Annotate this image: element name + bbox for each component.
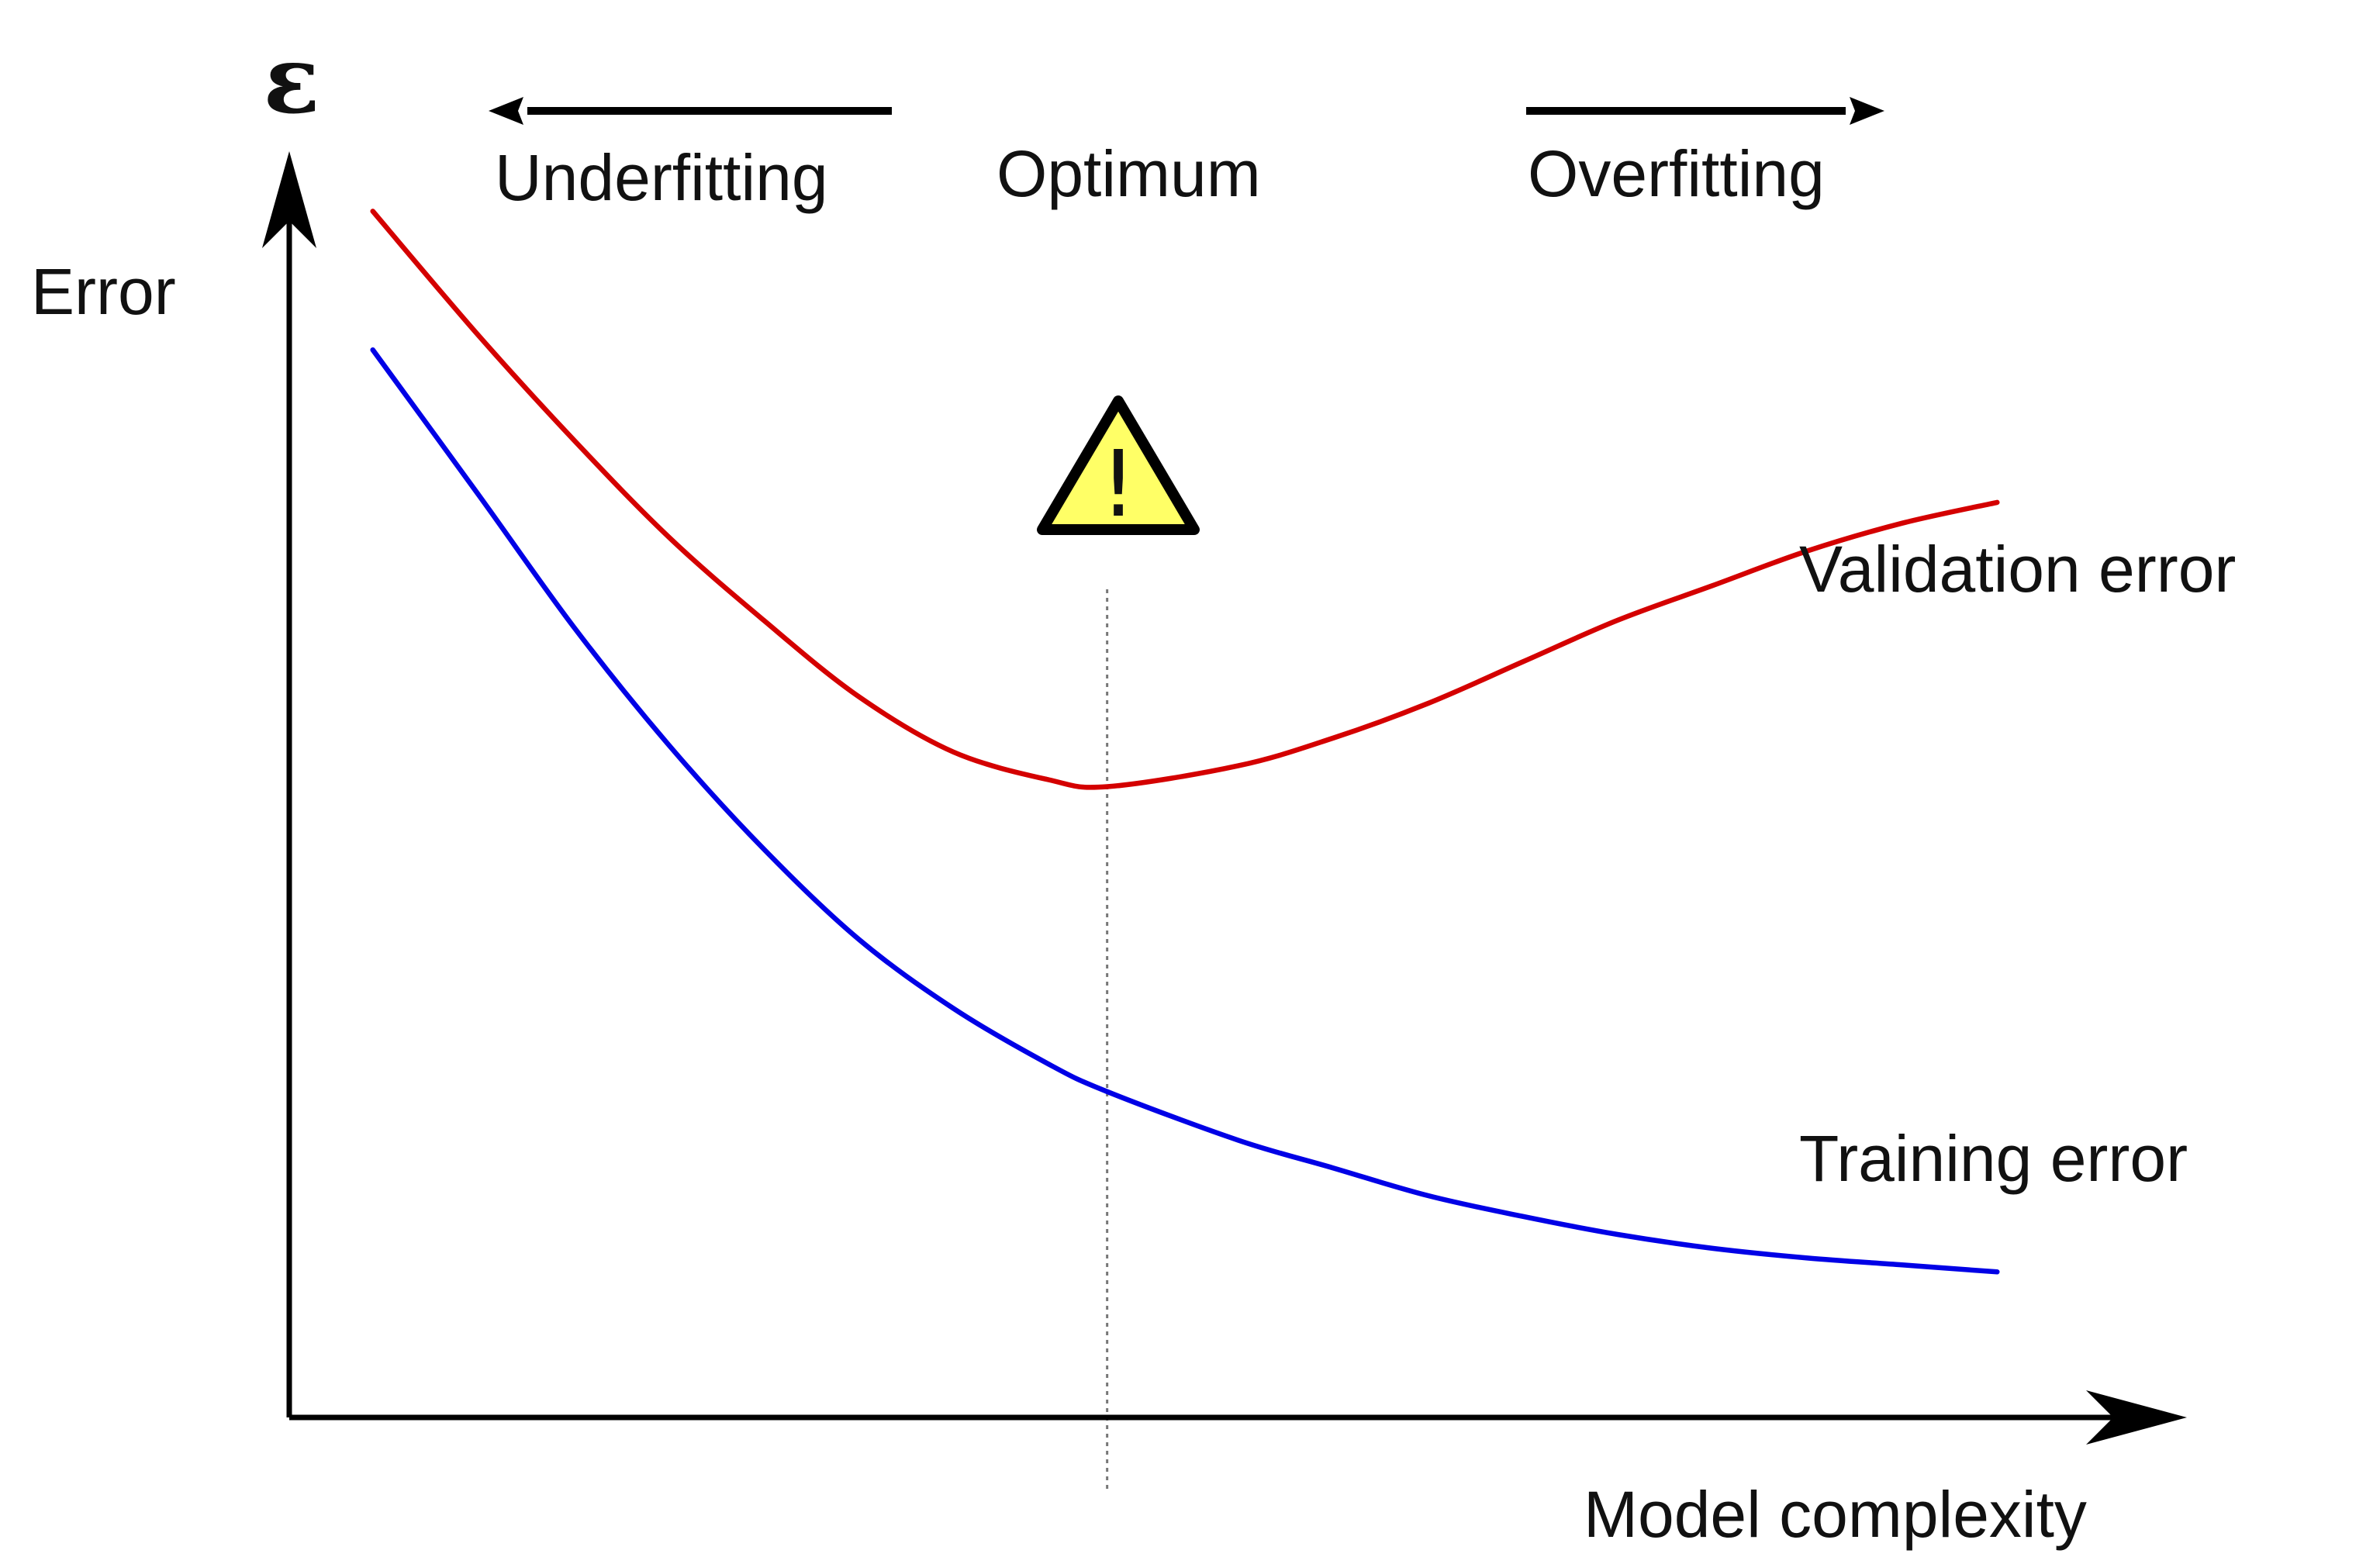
y-axis-label: Error xyxy=(31,255,176,328)
validation-error-curve xyxy=(370,209,2000,790)
x-axis-label: Model complexity xyxy=(1584,1478,2087,1551)
x-axis-arrowhead xyxy=(2086,1390,2187,1445)
underfitting-arrowhead xyxy=(489,97,523,125)
training-error-label: Training error xyxy=(1799,1122,2188,1195)
training-error-curve xyxy=(370,347,2000,1275)
overfitting-label: Overfitting xyxy=(1528,137,1825,210)
optimum-label: Optimum xyxy=(997,137,1261,210)
warning-triangle xyxy=(1037,395,1200,535)
epsilon-symbol: ε xyxy=(264,26,320,135)
warning-icon: ! xyxy=(1037,395,1200,537)
underfitting-label: Underfitting xyxy=(495,141,828,214)
validation-error-label: Validation error xyxy=(1799,533,2236,606)
warning-exclamation: ! xyxy=(1100,430,1136,537)
y-axis-arrowhead xyxy=(262,151,316,248)
overfitting-arrowhead xyxy=(1850,97,1884,125)
